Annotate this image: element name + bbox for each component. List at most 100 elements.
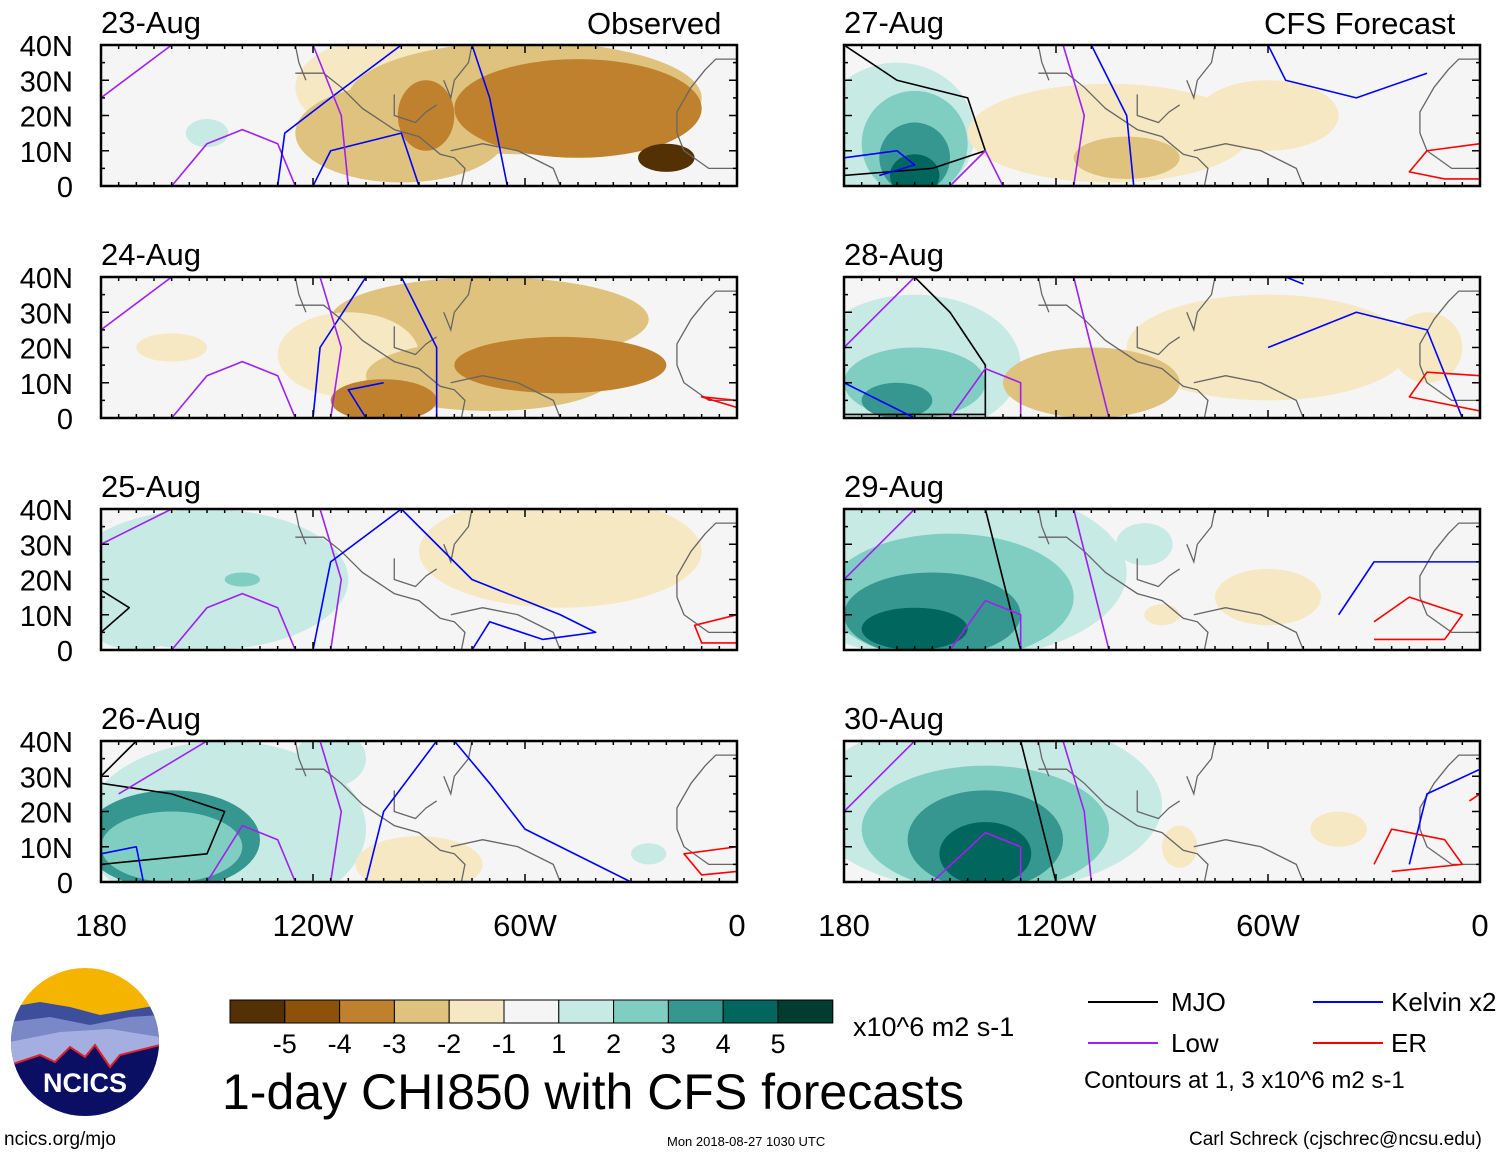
colorbar-swatch [284, 999, 341, 1024]
coastline [1038, 768, 1209, 882]
anomaly-shading [101, 579, 190, 650]
low-contour [844, 741, 916, 813]
x-tick-label: 120W [1016, 908, 1098, 943]
er-contour [1373, 828, 1464, 873]
low-contour [844, 277, 916, 349]
y-tick-label: 40N [20, 495, 73, 527]
kelvin-contour [400, 277, 438, 418]
x-tick-label: 0 [728, 908, 745, 943]
coastline [1419, 58, 1480, 134]
anomaly-shading [1003, 347, 1180, 418]
x-tick-label: 60W [1236, 908, 1300, 943]
coastline [443, 741, 473, 797]
low-contour [319, 509, 343, 650]
colorbar-tick: -3 [382, 1029, 406, 1059]
kelvin-contour [1090, 45, 1135, 186]
x-tick-label: 180 [75, 908, 127, 943]
colorbar-swatch [722, 999, 779, 1024]
coastline [294, 45, 307, 81]
low-contour [1072, 277, 1110, 418]
low-contour [319, 277, 343, 418]
colorbar-tick: 2 [606, 1029, 621, 1059]
er-contour [1373, 596, 1464, 641]
colorbar-swatch [558, 999, 615, 1024]
forecast-label: CFS Forecast [1264, 6, 1456, 41]
kelvin-contour [844, 382, 916, 418]
kelvin-contour [844, 149, 916, 177]
coastline [1419, 828, 1480, 866]
panel-date: 29-Aug [844, 469, 944, 504]
colorbar-swatch [229, 999, 286, 1024]
colorbar-units: x10^6 m2 s-1 [853, 1012, 1015, 1042]
footer-url[interactable]: ncics.org/mjo [4, 1129, 116, 1150]
coastline [1136, 790, 1181, 820]
anomaly-shading [638, 143, 695, 172]
coastline [1038, 536, 1209, 650]
colorbar-tick: -4 [328, 1029, 352, 1059]
anomaly-shading [1391, 312, 1463, 383]
er-contour [1408, 142, 1480, 180]
ncics-logo: NCICS [11, 968, 159, 1116]
colorbar-swatch [613, 999, 669, 1024]
y-tick-label: 30N [20, 66, 73, 98]
x-tick-label: 0 [1471, 908, 1488, 943]
panel-date: 27-Aug [844, 5, 944, 40]
low-contour [949, 367, 1022, 418]
anomaly-shading [330, 379, 437, 418]
panel-date: 25-Aug [101, 469, 201, 504]
anomaly-shading [295, 741, 366, 787]
mjo-contour [101, 589, 131, 633]
kelvin-contour [312, 132, 420, 186]
colorbar-tick: -2 [437, 1029, 461, 1059]
anomaly-shading [861, 382, 933, 418]
kelvin-contour [400, 509, 597, 650]
anomaly-shading [397, 80, 455, 151]
y-tick-label: 30N [20, 298, 73, 330]
colorbar-tick: -5 [273, 1029, 297, 1059]
coastline [1193, 143, 1304, 186]
panel-date: 26-Aug [101, 701, 201, 736]
y-tick-label: 0 [57, 868, 73, 900]
coastline [1136, 558, 1181, 588]
colorbar-tick: -1 [492, 1029, 516, 1059]
coastline [1037, 45, 1050, 81]
coastline [1419, 754, 1480, 830]
panel-date: 23-Aug [101, 5, 201, 40]
low-contour [319, 741, 343, 882]
y-tick-label: 20N [20, 566, 73, 598]
er-contour [1468, 793, 1480, 802]
mjo-contour [984, 509, 1022, 650]
y-tick-label: 30N [20, 762, 73, 794]
coastline [443, 277, 473, 333]
coastline [1193, 375, 1304, 418]
y-tick-label: 10N [20, 137, 73, 169]
coastline [676, 58, 737, 134]
coastline [1136, 94, 1181, 124]
y-tick-label: 10N [20, 601, 73, 633]
map-panel: 28-Aug [842, 237, 1482, 420]
low-contour [171, 592, 297, 650]
kelvin-contour [453, 741, 632, 882]
y-tick-label: 40N [20, 31, 73, 63]
coastline [676, 522, 737, 598]
kelvin-contour [101, 845, 145, 882]
anomaly-shading [939, 822, 1032, 882]
footer-timestamp: Mon 2018-08-27 1030 UTC [667, 1134, 826, 1149]
low-contour [949, 599, 1022, 650]
mjo-contour [1019, 741, 1057, 882]
coastline [1037, 277, 1050, 313]
er-contour [683, 845, 737, 876]
colorbar-tick: 3 [661, 1029, 676, 1059]
coastline [1136, 326, 1181, 356]
anomaly-shading [419, 509, 702, 608]
y-tick-label: 40N [20, 263, 73, 295]
panel-date: 30-Aug [844, 701, 944, 736]
y-tick-label: 10N [20, 369, 73, 401]
coastline [450, 143, 561, 186]
coastline [676, 364, 737, 402]
coastline [294, 277, 307, 313]
coastline [1186, 509, 1216, 565]
